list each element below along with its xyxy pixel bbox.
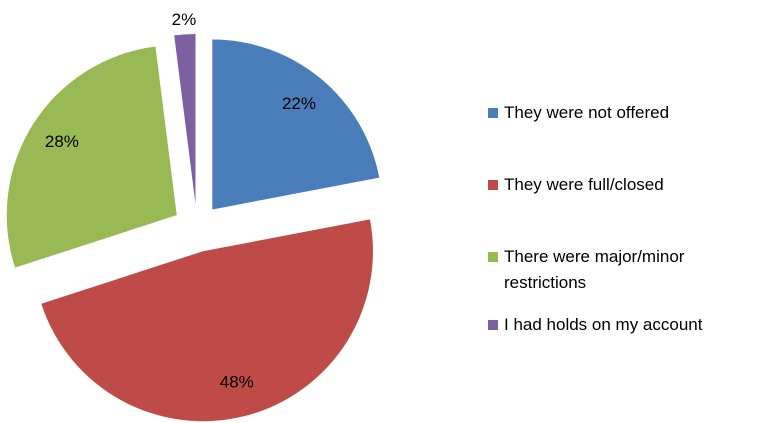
legend-label: They were full/closed: [504, 175, 664, 194]
data-label: 22%: [282, 94, 316, 113]
legend-label: There were major/minor restrictions: [504, 247, 685, 292]
legend-item: They were not offered: [488, 100, 739, 126]
pie-slice: [6, 46, 177, 268]
legend-swatch: [488, 320, 498, 330]
data-label: 2%: [172, 10, 197, 29]
data-label: 28%: [45, 132, 79, 151]
legend-item: They were full/closed: [488, 172, 739, 198]
legend-swatch: [488, 108, 498, 118]
legend-item: There were major/minor restrictions: [488, 244, 739, 296]
pie-slice: [41, 219, 373, 422]
pie-slice: [212, 39, 380, 210]
legend-swatch: [488, 180, 498, 190]
pie-slice: [174, 34, 196, 205]
legend-label: They were not offered: [504, 103, 670, 122]
legend-swatch: [488, 252, 498, 262]
legend-label: I had holds on my account: [504, 315, 703, 334]
pie-area: 22% 48% 28% 2%: [6, 10, 380, 422]
data-label: 48%: [220, 372, 254, 391]
legend-item: I had holds on my account: [488, 312, 739, 338]
